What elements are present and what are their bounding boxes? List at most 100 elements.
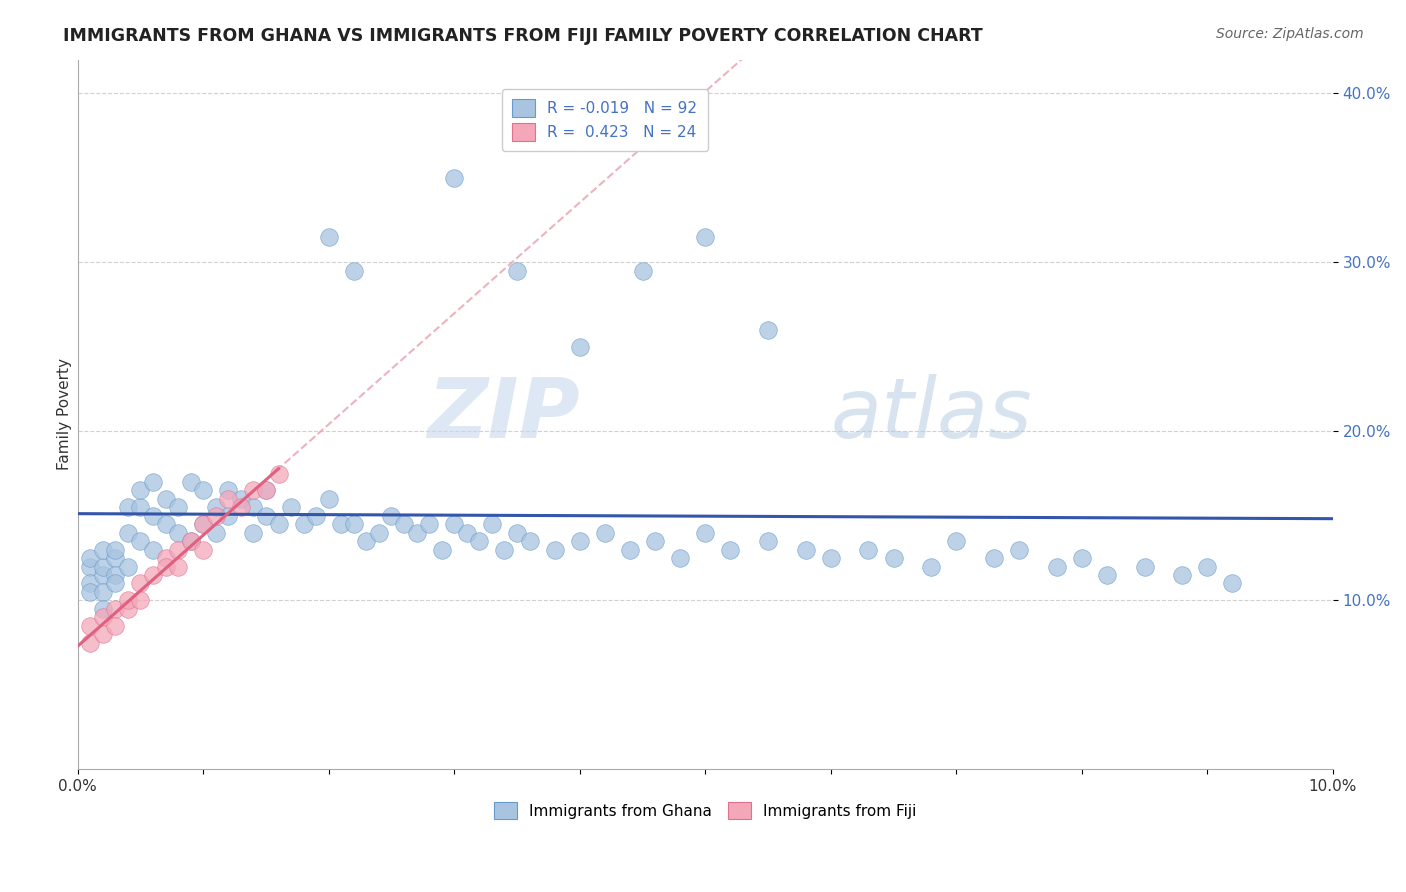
- Point: [494, 542, 516, 557]
- Point: [1008, 542, 1031, 557]
- Point: [318, 230, 340, 244]
- Point: [117, 525, 139, 540]
- Point: [695, 230, 717, 244]
- Point: [167, 525, 190, 540]
- Point: [593, 525, 616, 540]
- Point: [254, 508, 277, 523]
- Point: [506, 525, 529, 540]
- Point: [91, 585, 114, 599]
- Point: [718, 542, 741, 557]
- Point: [1046, 559, 1069, 574]
- Point: [543, 542, 565, 557]
- Point: [180, 534, 202, 549]
- Point: [1197, 559, 1219, 574]
- Point: [204, 508, 226, 523]
- Point: [129, 483, 152, 498]
- Point: [280, 500, 302, 515]
- Point: [79, 635, 101, 649]
- Text: IMMIGRANTS FROM GHANA VS IMMIGRANTS FROM FIJI FAMILY POVERTY CORRELATION CHART: IMMIGRANTS FROM GHANA VS IMMIGRANTS FROM…: [63, 27, 983, 45]
- Point: [405, 525, 427, 540]
- Point: [343, 264, 366, 278]
- Point: [380, 508, 402, 523]
- Point: [217, 491, 239, 506]
- Point: [193, 517, 215, 532]
- Legend: Immigrants from Ghana, Immigrants from Fiji: Immigrants from Ghana, Immigrants from F…: [488, 796, 922, 825]
- Point: [104, 542, 127, 557]
- Point: [79, 559, 101, 574]
- Point: [267, 467, 290, 481]
- Point: [104, 576, 127, 591]
- Point: [167, 559, 190, 574]
- Point: [506, 264, 529, 278]
- Point: [193, 517, 215, 532]
- Point: [79, 585, 101, 599]
- Point: [91, 568, 114, 582]
- Point: [117, 500, 139, 515]
- Point: [305, 508, 328, 523]
- Point: [91, 542, 114, 557]
- Point: [368, 525, 391, 540]
- Point: [945, 534, 967, 549]
- Point: [79, 551, 101, 566]
- Point: [644, 534, 666, 549]
- Point: [568, 340, 591, 354]
- Point: [91, 601, 114, 615]
- Point: [292, 517, 315, 532]
- Point: [104, 551, 127, 566]
- Text: atlas: atlas: [831, 374, 1032, 455]
- Point: [167, 542, 190, 557]
- Point: [117, 559, 139, 574]
- Point: [254, 483, 277, 498]
- Point: [456, 525, 478, 540]
- Point: [318, 491, 340, 506]
- Point: [104, 568, 127, 582]
- Point: [79, 618, 101, 632]
- Point: [229, 491, 252, 506]
- Point: [242, 525, 264, 540]
- Point: [468, 534, 491, 549]
- Point: [443, 517, 465, 532]
- Point: [1095, 568, 1118, 582]
- Y-axis label: Family Poverty: Family Poverty: [58, 359, 72, 470]
- Point: [155, 517, 177, 532]
- Point: [392, 517, 415, 532]
- Point: [1070, 551, 1092, 566]
- Point: [91, 627, 114, 641]
- Point: [104, 601, 127, 615]
- Point: [568, 534, 591, 549]
- Point: [242, 483, 264, 498]
- Point: [142, 542, 165, 557]
- Point: [343, 517, 366, 532]
- Point: [217, 508, 239, 523]
- Point: [418, 517, 440, 532]
- Point: [820, 551, 842, 566]
- Point: [193, 483, 215, 498]
- Point: [155, 559, 177, 574]
- Point: [1222, 576, 1244, 591]
- Point: [267, 517, 290, 532]
- Point: [330, 517, 353, 532]
- Point: [519, 534, 541, 549]
- Point: [129, 534, 152, 549]
- Point: [91, 559, 114, 574]
- Point: [79, 576, 101, 591]
- Point: [167, 500, 190, 515]
- Point: [229, 500, 252, 515]
- Point: [204, 525, 226, 540]
- Point: [254, 483, 277, 498]
- Point: [204, 500, 226, 515]
- Point: [242, 500, 264, 515]
- Point: [669, 551, 692, 566]
- Point: [756, 534, 779, 549]
- Point: [217, 483, 239, 498]
- Point: [142, 568, 165, 582]
- Point: [1133, 559, 1156, 574]
- Point: [142, 508, 165, 523]
- Point: [155, 491, 177, 506]
- Text: Source: ZipAtlas.com: Source: ZipAtlas.com: [1216, 27, 1364, 41]
- Point: [91, 610, 114, 624]
- Point: [155, 551, 177, 566]
- Point: [142, 475, 165, 489]
- Point: [619, 542, 641, 557]
- Point: [180, 475, 202, 489]
